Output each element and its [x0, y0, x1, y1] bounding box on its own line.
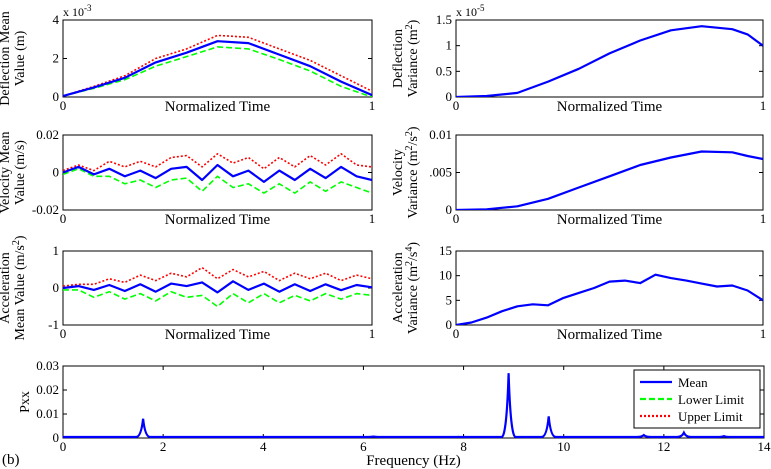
pxx-spectrum-ytick-label: 0.02	[36, 382, 59, 397]
acceleration-variance-xlabel: Normalized Time	[557, 327, 663, 343]
velocity-variance-ylabel: VelocityVariance (m2/s2)	[391, 126, 421, 218]
pxx-spectrum-series-mean	[63, 373, 764, 439]
deflection-variance-ytick-label: 1.5	[436, 12, 452, 27]
acceleration-mean-ytick-label: -1	[48, 317, 59, 332]
deflection-mean-ytick-label: 2	[53, 51, 60, 66]
velocity-variance-ytick-label: 0	[446, 202, 453, 217]
velocity-mean-series-lower	[63, 168, 372, 194]
velocity-variance-xtick-label: 0	[453, 211, 460, 226]
deflection-mean-panel: 0 1 0 2 4 Normalized Time x 10-3 Deflection Mea…	[0, 3, 375, 115]
deflection-mean-xlabel: Normalized Time	[165, 99, 271, 115]
velocity-mean-ytick-label: 0.02	[36, 127, 59, 142]
acceleration-variance-ytick-label: 15	[439, 243, 452, 258]
acceleration-variance-xtick-label: 0	[453, 326, 460, 341]
pxx-spectrum-ytick-label: 0.01	[36, 406, 59, 421]
deflection-variance-series-mean	[456, 25, 763, 97]
acceleration-mean-ytick-label: 0	[53, 280, 60, 295]
acceleration-mean-series-lower	[63, 289, 372, 308]
acceleration-mean-xlabel: Normalized Time	[165, 327, 271, 343]
acceleration-mean-ylabel: AccelerationMean Value (m/s2)	[0, 235, 28, 340]
velocity-variance-series-mean	[456, 150, 763, 210]
pxx-spectrum-xtick-label: 0	[60, 439, 67, 454]
acceleration-variance-ytick-label: 10	[439, 268, 452, 283]
pxx-spectrum-xtick-label: 10	[557, 439, 570, 454]
deflection-variance-axes-box	[455, 19, 764, 98]
velocity-mean-series-mean	[63, 163, 372, 183]
deflection-variance-exponent: x 10-5	[456, 3, 485, 19]
velocity-mean-ytick-label: 0	[53, 165, 60, 180]
velocity-variance-panel: 0 1 0 .005 0.01 Normalized Time VelocityVarian…	[391, 126, 766, 228]
deflection-mean-exponent: x 10-3	[63, 3, 92, 19]
pxx-spectrum-ylabel: Pxx	[18, 391, 33, 413]
velocity-variance-ytick-label: 0.01	[429, 127, 452, 142]
pxx-spectrum-xtick-label: 6	[360, 439, 367, 454]
acceleration-variance-ylabel: AccelerationVariance (m2/s4)	[391, 242, 421, 334]
deflection-mean-ylabel: Deflection MeanValue (m)	[0, 11, 28, 105]
acceleration-mean-ytick-label: 1	[53, 243, 60, 258]
deflection-variance-panel: 0 1 0 0.5 1 1.5 Normalized Time x 10-5 Deflectio…	[391, 3, 766, 115]
pxx-spectrum-xlabel: Frequency (Hz)	[366, 453, 461, 469]
velocity-mean-ytick-label: -0.02	[32, 202, 59, 217]
deflection-mean-xtick-label: 1	[369, 98, 376, 113]
pxx-spectrum-panel: 0 2 4 6 8 10 12 14 0 0.01 0.02 0.03 Frequency (Hz) Px…	[18, 358, 771, 469]
acceleration-mean-axes-box	[62, 250, 373, 326]
deflection-variance-xlabel: Normalized Time	[557, 99, 663, 115]
velocity-variance-xtick-label: 1	[760, 211, 767, 226]
pxx-spectrum-xtick-label: 4	[260, 439, 267, 454]
pxx-spectrum-xtick-label: 12	[657, 439, 670, 454]
deflection-mean-xtick-label: 0	[60, 98, 67, 113]
legend-label-lower: Lower Limit	[678, 392, 744, 407]
velocity-variance-axes-box	[455, 134, 764, 211]
velocity-mean-ylabel: Velocity MeanValue (m/s)	[0, 131, 28, 213]
pxx-spectrum-xtick-label: 2	[160, 439, 167, 454]
velocity-mean-series-upper	[63, 153, 372, 172]
acceleration-variance-ytick-label: 0	[446, 317, 453, 332]
deflection-mean-ytick-label: 4	[53, 12, 60, 27]
deflection-variance-xtick-label: 0	[453, 98, 460, 113]
pxx-spectrum-ytick-label: 0	[53, 430, 60, 445]
figure-label: (b)	[2, 452, 20, 468]
acceleration-mean-series-mean	[63, 280, 372, 294]
pxx-spectrum-ytick-label: 0.03	[36, 358, 59, 373]
acceleration-mean-series-upper	[63, 266, 372, 287]
deflection-variance-ytick-label: 0.5	[436, 63, 452, 78]
acceleration-mean-xtick-label: 0	[60, 326, 67, 341]
legend-label-upper: Upper Limit	[678, 409, 743, 424]
acceleration-mean-xtick-label: 1	[369, 326, 376, 341]
legend-label-mean: Mean	[678, 375, 708, 390]
acceleration-variance-axes-box	[455, 250, 764, 326]
deflection-mean-series-mean	[63, 40, 372, 97]
velocity-variance-xlabel: Normalized Time	[557, 212, 663, 228]
deflection-mean-series-lower	[63, 46, 372, 97]
deflection-variance-ytick-label: 1	[446, 38, 453, 53]
pxx-spectrum-xtick-label: 8	[460, 439, 467, 454]
velocity-variance-ytick-label: .005	[429, 165, 452, 180]
velocity-mean-axes-box	[62, 134, 373, 211]
acceleration-variance-xtick-label: 1	[760, 326, 767, 341]
acceleration-variance-series-mean	[456, 273, 763, 325]
deflection-variance-xtick-label: 1	[760, 98, 767, 113]
velocity-mean-xtick-label: 1	[369, 211, 376, 226]
deflection-mean-ytick-label: 0	[53, 89, 60, 104]
acceleration-variance-ytick-label: 5	[446, 292, 453, 307]
deflection-mean-axes-box	[62, 19, 373, 98]
deflection-variance-ylabel: DeflectionVariance (m2)	[391, 19, 421, 97]
deflection-variance-ytick-label: 0	[446, 89, 453, 104]
pxx-spectrum-xtick-label: 14	[758, 439, 771, 454]
velocity-mean-xlabel: Normalized Time	[165, 212, 271, 228]
velocity-mean-xtick-label: 0	[60, 211, 67, 226]
